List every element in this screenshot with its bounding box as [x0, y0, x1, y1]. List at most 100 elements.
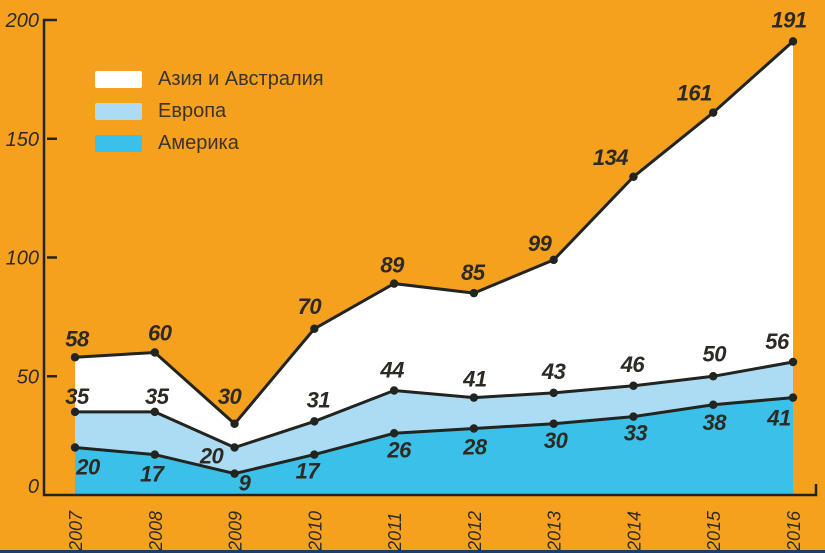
dots-group — [70, 37, 798, 478]
year-label: 2014 — [624, 511, 644, 552]
data-dot — [310, 324, 319, 333]
data-dot — [709, 108, 718, 117]
value-label: 191 — [771, 7, 806, 32]
data-dot — [709, 400, 718, 409]
data-dot — [389, 279, 399, 288]
data-dot — [788, 357, 798, 367]
line-america — [74, 396, 794, 476]
data-dot — [469, 393, 479, 402]
value-label: 161 — [677, 81, 712, 106]
value-label: 30 — [218, 384, 243, 409]
data-dot — [549, 419, 558, 428]
year-label: 2010 — [305, 511, 325, 552]
year-label: 2015 — [704, 510, 724, 552]
value-label: 99 — [528, 231, 553, 256]
data-dot — [310, 450, 319, 459]
value-label: 85 — [461, 260, 486, 285]
value-label: 41 — [462, 367, 487, 392]
legend-swatch-europe — [95, 103, 142, 120]
value-label: 17 — [140, 462, 166, 487]
value-label: 28 — [462, 435, 488, 460]
data-dot — [389, 386, 399, 395]
data-dot — [70, 353, 80, 362]
value-label: 58 — [65, 326, 90, 351]
area-asia-australia — [75, 41, 793, 448]
value-label: 70 — [298, 294, 323, 319]
legend-swatch-america — [95, 135, 142, 152]
value-label: 30 — [544, 428, 569, 453]
value-label: 38 — [702, 410, 727, 435]
value-label: 17 — [296, 459, 322, 484]
data-dot — [70, 407, 80, 417]
value-label: 26 — [386, 437, 412, 462]
data-dot — [629, 172, 638, 181]
area-europe — [75, 362, 793, 474]
lines-group — [74, 40, 794, 476]
axis-frame — [42, 18, 818, 497]
data-dot — [70, 443, 80, 452]
value-label: 50 — [702, 341, 727, 366]
value-label: 56 — [765, 329, 790, 354]
data-dot — [549, 255, 558, 265]
y-tick-label: 100 — [6, 248, 39, 270]
data-dot — [469, 288, 479, 298]
legend-label-america: Америка — [158, 132, 239, 154]
year-label: 2012 — [465, 511, 485, 552]
data-dot — [150, 407, 159, 417]
data-dot — [389, 429, 399, 438]
year-label: 2011 — [385, 512, 405, 552]
legend-item-america: Америка — [95, 132, 324, 154]
x-tick-labels: 2007 2008 2009 2010 2011 2012 2013 2014 2015 2016 — [66, 510, 804, 552]
areas-group — [75, 41, 793, 495]
legend-label-asia-australia: Азия и Австралия — [158, 68, 324, 90]
value-label: 134 — [593, 145, 628, 170]
data-dot — [549, 388, 558, 398]
year-label: 2007 — [66, 510, 86, 552]
legend-label-europe: Европа — [158, 100, 227, 122]
legend-item-europe: Европа — [95, 100, 324, 122]
year-label: 2009 — [226, 511, 246, 552]
data-dot — [629, 412, 638, 421]
data-dot — [788, 37, 798, 46]
data-dot — [230, 469, 239, 478]
value-label: 33 — [624, 421, 648, 446]
data-dot — [230, 419, 239, 428]
y-tick-label: 0 — [28, 476, 39, 498]
axes-group — [42, 18, 818, 497]
data-dot — [230, 443, 239, 452]
legend-item-asia-australia: Азия и Австралия — [95, 68, 324, 90]
value-label: 89 — [380, 253, 405, 278]
legend-swatch-asia-australia — [95, 71, 142, 88]
value-label: 44 — [379, 358, 404, 383]
value-label: 9 — [239, 471, 252, 496]
y-tick-labels: 0 50 100 150 200 — [5, 10, 39, 498]
value-labels-group: 58 60 30 70 89 85 99 134 161 191 35 35 20 31 44 41 43 46 5… — [65, 7, 807, 495]
line-asia-australia-total — [74, 40, 794, 426]
year-label: 2016 — [784, 510, 804, 552]
value-label: 43 — [541, 359, 566, 384]
area-america — [75, 397, 793, 495]
value-label: 46 — [620, 352, 646, 377]
value-label: 20 — [75, 455, 101, 480]
value-label: 35 — [145, 384, 170, 409]
y-tick-label: 200 — [5, 10, 39, 32]
value-label: 31 — [307, 387, 331, 412]
y-tick-label: 50 — [17, 366, 39, 388]
line-europe-cumulative — [75, 360, 794, 450]
data-dot — [788, 393, 798, 402]
bottom-rule — [0, 550, 825, 553]
data-dot — [150, 348, 159, 357]
data-dot — [150, 450, 159, 459]
legend: Азия и Австралия Европа Америка — [95, 68, 324, 154]
data-dot — [469, 424, 479, 433]
value-label: 35 — [65, 384, 90, 409]
y-tick-label: 150 — [6, 129, 39, 151]
year-label: 2008 — [146, 511, 166, 552]
data-dot — [629, 381, 638, 390]
year-label: 2013 — [545, 511, 565, 552]
value-label: 41 — [766, 406, 791, 431]
value-label: 60 — [148, 321, 173, 346]
data-dot — [310, 417, 319, 426]
